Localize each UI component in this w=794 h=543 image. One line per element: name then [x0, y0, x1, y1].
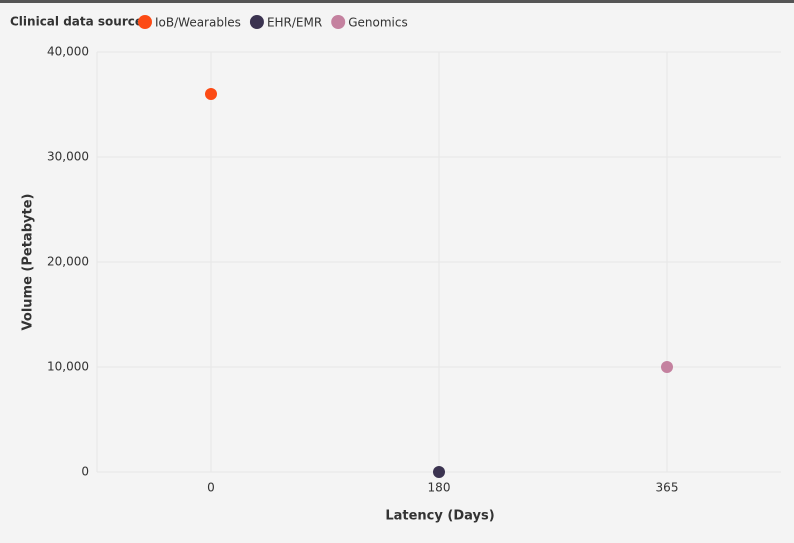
- legend-label: Genomics: [348, 16, 408, 30]
- y-tick-label: 0: [81, 465, 89, 479]
- x-tick-label: 0: [207, 481, 215, 495]
- point: [661, 361, 673, 373]
- x-axis-label: Latency (Days): [385, 509, 494, 524]
- legend-swatch: [249, 15, 264, 29]
- y-tick-label: 20,000: [47, 255, 89, 269]
- legend-swatch: [331, 15, 346, 29]
- y-tick-label: 30,000: [47, 150, 89, 164]
- legend-label: IoB/Wearables: [155, 16, 241, 30]
- top-border: [0, 0, 794, 3]
- point: [205, 88, 217, 100]
- y-tick-label: 10,000: [47, 360, 89, 374]
- legend-title: Clinical data source: [10, 15, 143, 29]
- x-tick-label: 365: [656, 481, 679, 495]
- legend-swatch: [138, 15, 152, 29]
- x-tick-label: 180: [428, 481, 451, 495]
- y-axis-label: Volume (Petabyte): [21, 194, 36, 331]
- y-tick-label: 40,000: [47, 45, 89, 59]
- point: [433, 466, 445, 478]
- legend-label: EHR/EMR: [267, 16, 322, 30]
